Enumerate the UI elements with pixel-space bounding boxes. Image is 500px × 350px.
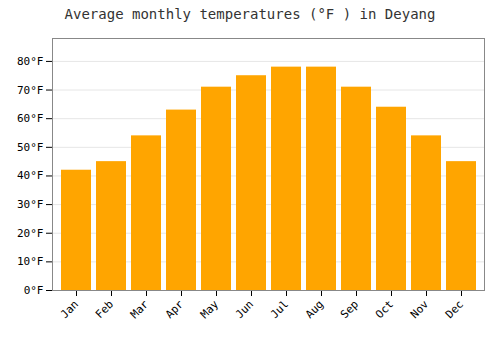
svg-text:60°F: 60°F xyxy=(17,112,44,125)
svg-text:0°F: 0°F xyxy=(24,284,44,297)
svg-text:Jul: Jul xyxy=(268,298,291,321)
svg-text:Aug: Aug xyxy=(303,298,326,321)
svg-text:70°F: 70°F xyxy=(17,84,44,97)
svg-text:Apr: Apr xyxy=(163,297,187,321)
svg-text:Jun: Jun xyxy=(233,298,256,321)
svg-text:May: May xyxy=(198,297,222,321)
svg-text:80°F: 80°F xyxy=(17,55,44,68)
svg-text:Jan: Jan xyxy=(58,298,81,321)
svg-text:Sep: Sep xyxy=(338,298,361,321)
svg-text:50°F: 50°F xyxy=(17,141,44,154)
svg-text:40°F: 40°F xyxy=(17,169,44,182)
svg-text:30°F: 30°F xyxy=(17,198,44,211)
svg-text:Nov: Nov xyxy=(408,297,432,321)
svg-text:Mar: Mar xyxy=(128,297,152,321)
html-text:Average monthly temperatures (: Average monthly temperatures (°F ) in De… xyxy=(64,6,436,22)
svg-text:20°F: 20°F xyxy=(17,227,44,240)
svg-text:Feb: Feb xyxy=(93,298,116,321)
svg-text:Oct: Oct xyxy=(373,298,396,321)
svg-text:10°F: 10°F xyxy=(17,255,44,268)
svg-text:Dec: Dec xyxy=(443,298,466,321)
